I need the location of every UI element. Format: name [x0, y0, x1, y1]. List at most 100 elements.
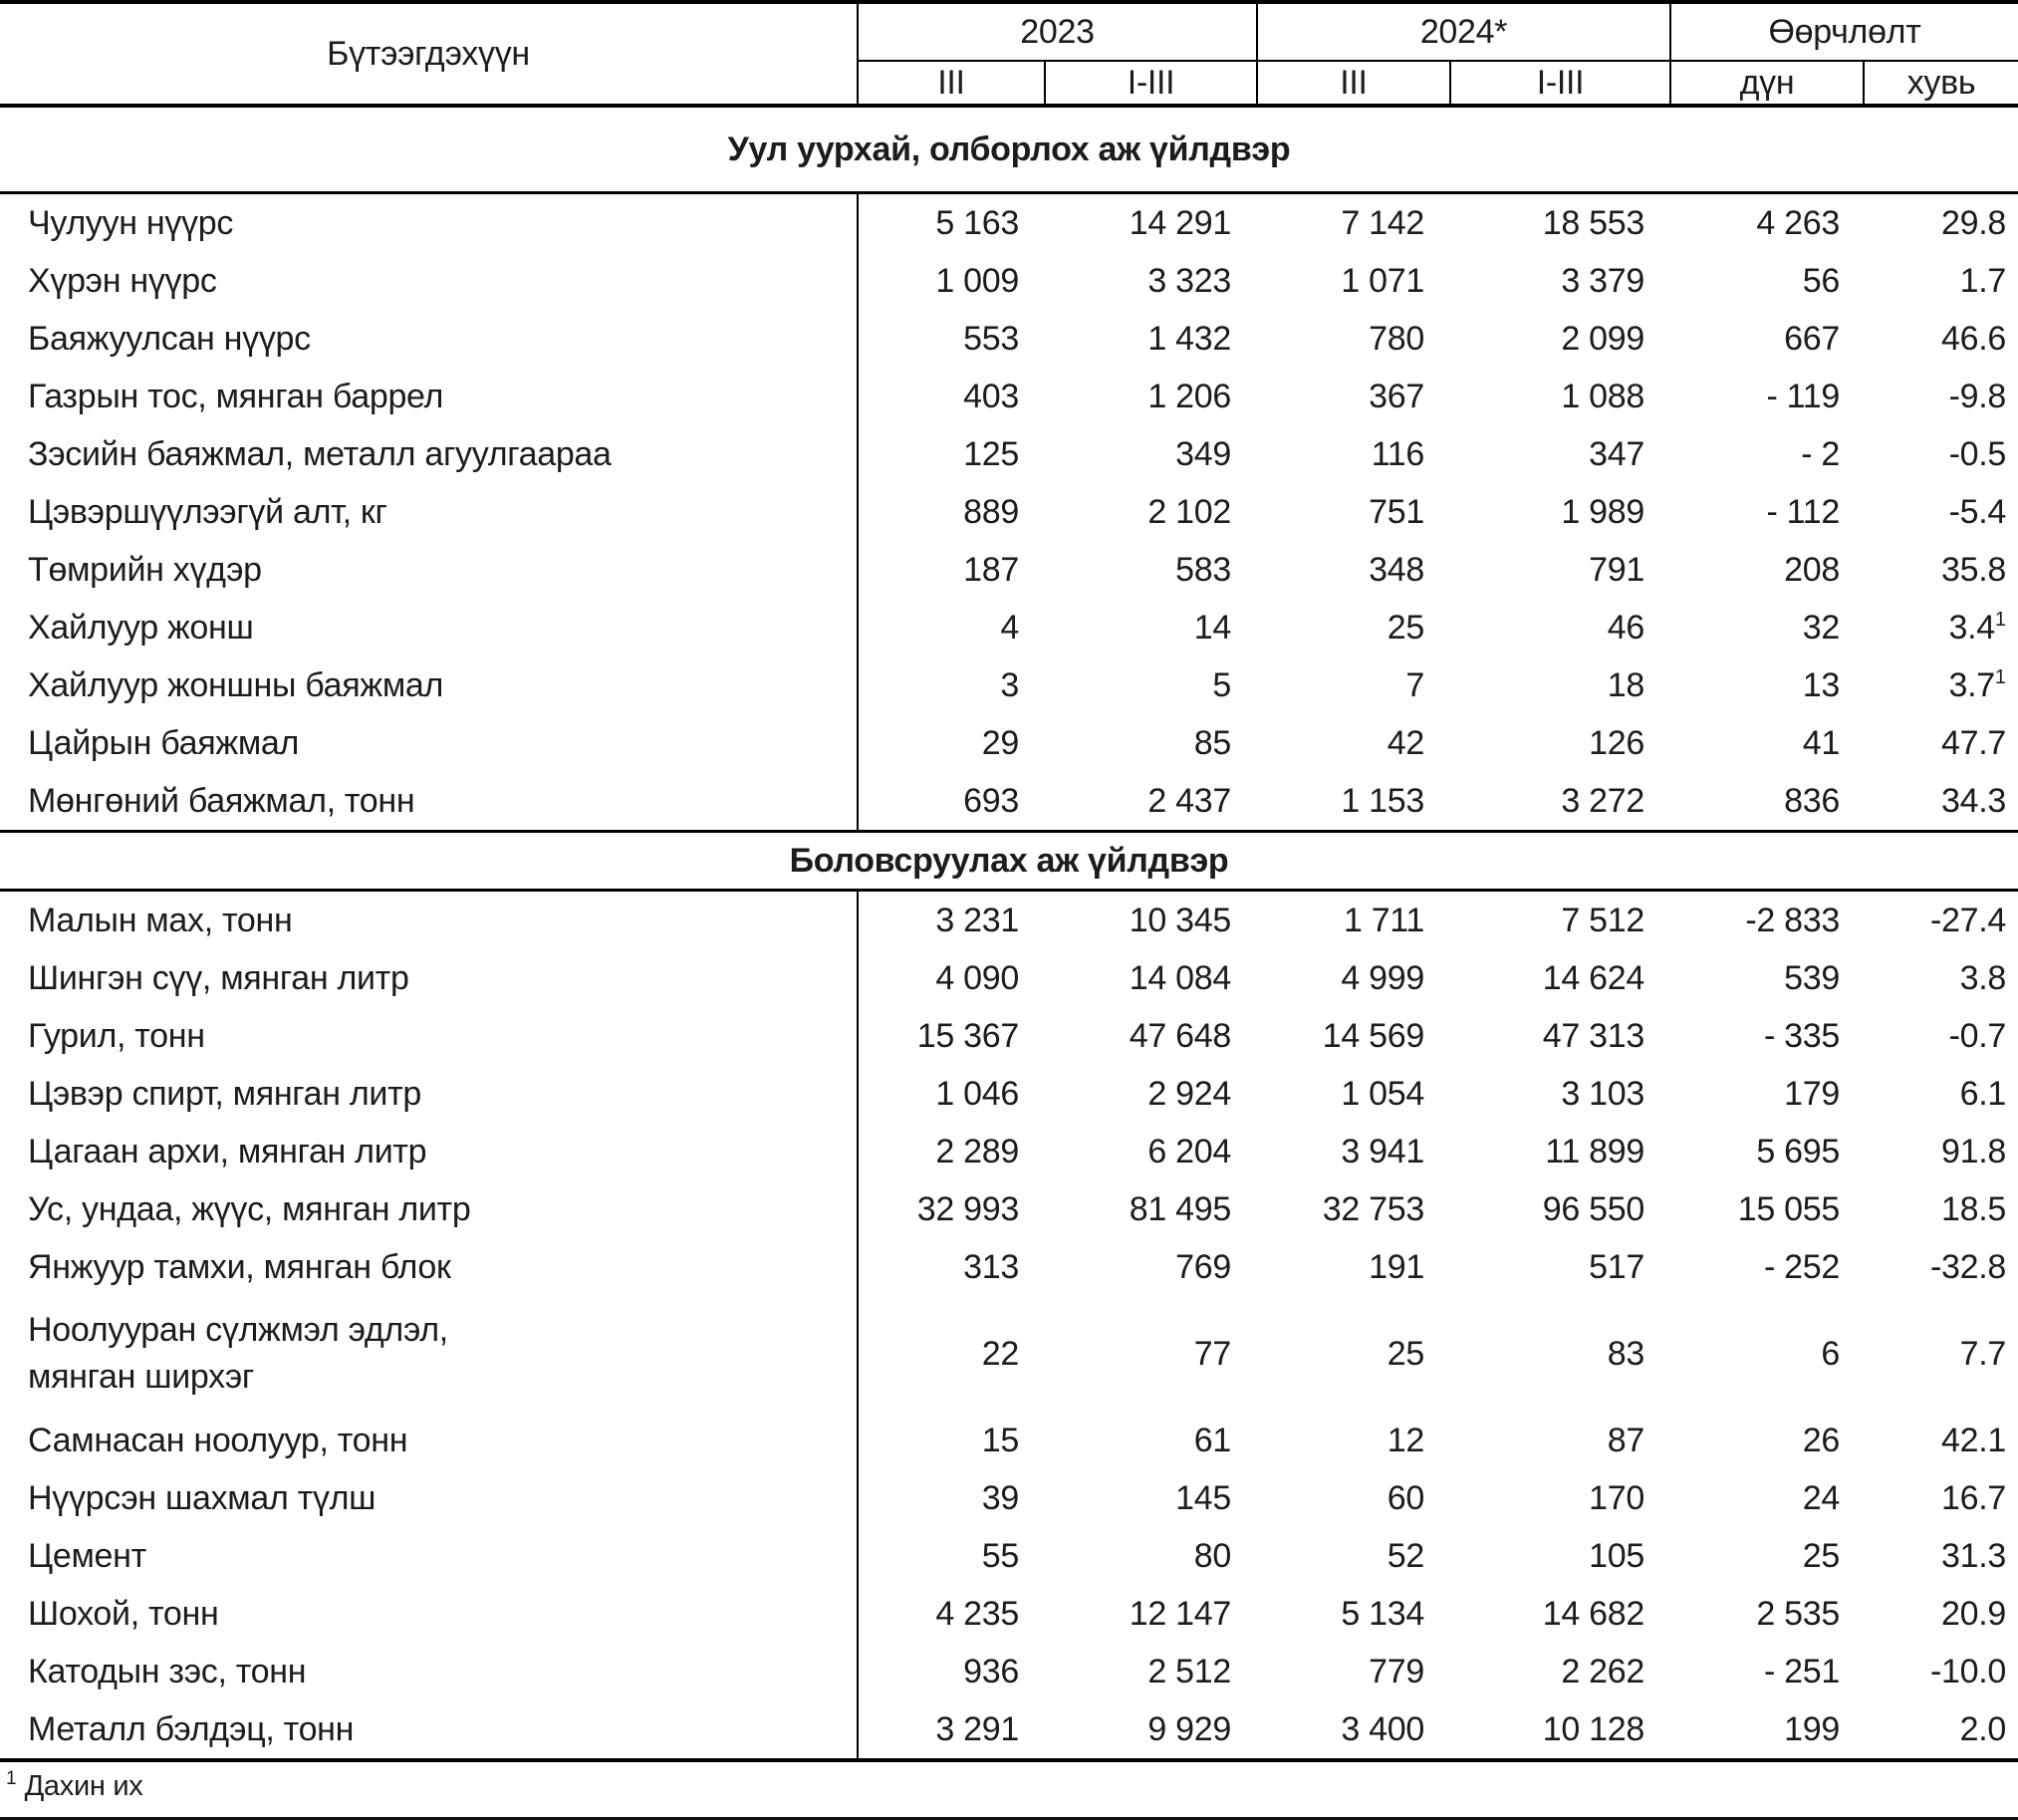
value-cell: 1 054	[1341, 1074, 1424, 1113]
column-group-2024: 2024*	[1256, 2, 1670, 62]
product-label: Мөнгөний баяжмал, тонн	[0, 772, 859, 832]
section-title: Боловсруулах аж үйлдвэр	[0, 830, 2018, 892]
value-cell: 116	[1371, 434, 1425, 473]
table-row: Цемент 55 80 52 105 25 31.3	[0, 1527, 2018, 1585]
value-cell: 1 153	[1341, 781, 1424, 820]
value-cell: 4 999	[1341, 958, 1424, 997]
value-cell: 25	[1387, 608, 1425, 647]
value-cell: -10.0	[1930, 1652, 2006, 1690]
product-label: Цемент	[0, 1527, 859, 1585]
value-cell: -0.7	[1948, 1016, 2007, 1055]
value-cell: 2 512	[1147, 1652, 1231, 1690]
value-cell: - 335	[1764, 1016, 1840, 1055]
value-cell: - 112	[1766, 492, 1841, 531]
value-cell: 96 550	[1542, 1189, 1645, 1228]
value-cell: 1 989	[1561, 492, 1644, 531]
product-label: Гурил, тонн	[0, 1007, 859, 1065]
value-cell: 20.9	[1941, 1594, 2006, 1633]
value-cell: 3 103	[1561, 1074, 1644, 1113]
product-label: Цэвэршүүлээгүй алт, кг	[0, 483, 859, 541]
value-cell: 15	[981, 1421, 1020, 1459]
section-header-row: Боловсруулах аж үйлдвэр	[0, 830, 2018, 892]
value-cell: 936	[963, 1652, 1019, 1690]
value-cell: 693	[963, 781, 1019, 820]
value-cell: 14 084	[1129, 958, 1232, 997]
value-cell: 42	[1387, 723, 1425, 762]
value-cell: 14 569	[1322, 1016, 1425, 1055]
value-cell: 367	[1369, 377, 1424, 415]
value-cell: 3 323	[1147, 261, 1231, 300]
value-cell: 1 088	[1561, 377, 1644, 415]
value-cell: 46	[1607, 608, 1645, 647]
value-cell: 18	[1607, 665, 1645, 704]
value-cell: 87	[1607, 1421, 1645, 1459]
value-cell: 3.71	[1948, 665, 2007, 704]
column-header-change-percent: хувь	[1863, 61, 2018, 108]
product-label: Баяжуулсан нүүрс	[0, 310, 859, 368]
value-cell: 31.3	[1941, 1536, 2006, 1575]
value-cell: 16.7	[1941, 1478, 2006, 1517]
header-sub-row: III I-III III I-III дүн хувь	[0, 61, 2018, 108]
column-header-2024-iii: III	[1256, 61, 1450, 108]
value-cell: 26	[1802, 1421, 1841, 1459]
table-row: Шохой, тонн 4 235 12 147 5 134 14 682 2 535 20…	[0, 1585, 2018, 1643]
value-cell: 889	[963, 492, 1019, 531]
product-label: Янжуур тамхи, мянган блок	[0, 1238, 859, 1296]
value-cell: 32 753	[1322, 1189, 1425, 1228]
value-cell: 12 147	[1129, 1594, 1232, 1633]
value-cell: 41	[1802, 723, 1841, 762]
table-row: Нүүрсэн шахмал түлш 39 145 60 170 24 16.7	[0, 1469, 2018, 1527]
value-cell: 81 495	[1129, 1189, 1232, 1228]
production-table: Бүтээгдэхүүн 2023 2024* Өөрчлөлт III I-I…	[0, 0, 2018, 1762]
table-row: Цагаан архи, мянган литр 2 289 6 204 3 941 1…	[0, 1123, 2018, 1180]
value-cell: 5	[1212, 665, 1231, 704]
value-cell: 1 711	[1343, 901, 1424, 939]
value-cell: 125	[963, 434, 1019, 473]
value-cell: 47 313	[1542, 1016, 1645, 1055]
value-cell: 6	[1821, 1334, 1840, 1373]
value-cell: 18 553	[1542, 203, 1645, 242]
value-cell: 60	[1387, 1478, 1425, 1517]
value-cell: 187	[963, 550, 1019, 589]
value-cell: 10 128	[1542, 1709, 1645, 1748]
table-row: Самнасан ноолуур, тонн 15 61 12 87 26 42.1	[0, 1412, 2018, 1469]
value-cell: 11 899	[1545, 1132, 1644, 1170]
table-row: Төмрийн хүдэр 187 583 348 791 208 35.8	[0, 541, 2018, 599]
product-label: Катодын зэс, тонн	[0, 1643, 859, 1700]
value-cell: 13	[1802, 665, 1841, 704]
product-label: Самнасан ноолуур, тонн	[0, 1412, 859, 1469]
value-cell: 29	[981, 723, 1020, 762]
value-cell: 14 682	[1542, 1594, 1645, 1633]
value-cell: 403	[963, 377, 1019, 415]
value-cell: 4 090	[935, 958, 1019, 997]
value-cell: - 251	[1764, 1652, 1840, 1690]
value-cell: 145	[1175, 1478, 1231, 1517]
value-cell: 3.8	[1959, 958, 2007, 997]
value-cell: 25	[1802, 1536, 1841, 1575]
value-cell: 2 924	[1147, 1074, 1231, 1113]
value-cell: -27.4	[1930, 901, 2006, 939]
table-row: Ноолууран сүлжмэл эдлэл, мянган ширхэг 22…	[0, 1296, 2018, 1412]
column-header-product: Бүтээгдэхүүн	[0, 2, 859, 108]
value-cell: 199	[1784, 1709, 1840, 1748]
product-label: Цайрын баяжмал	[0, 714, 859, 772]
footnote: 1 Дахин их	[0, 1762, 2018, 1803]
value-cell: 3 231	[935, 901, 1019, 939]
table-row: Цэвэр спирт, мянган литр 1 046 2 924 1 054 3…	[0, 1065, 2018, 1123]
column-group-change: Өөрчлөлт	[1669, 2, 2018, 62]
value-cell: 14 291	[1129, 203, 1232, 242]
value-cell: 46.6	[1941, 319, 2006, 358]
product-label: Чулуун нүүрс	[0, 192, 859, 252]
value-cell: 1 046	[935, 1074, 1019, 1113]
value-cell: 1 432	[1147, 319, 1231, 358]
table-row: Металл бэлдэц, тонн 3 291 9 929 3 400 10 128…	[0, 1700, 2018, 1760]
value-cell: 1 071	[1341, 261, 1424, 300]
column-group-2023: 2023	[857, 2, 1257, 62]
table-row: Чулуун нүүрс 5 163 14 291 7 142 18 553 4 263 2…	[0, 192, 2018, 252]
value-cell: 2 262	[1561, 1652, 1644, 1690]
value-cell: 126	[1589, 723, 1644, 762]
value-cell: 2 102	[1147, 492, 1231, 531]
value-cell: 47.7	[1941, 723, 2006, 762]
product-label: Малын мах, тонн	[0, 890, 859, 949]
product-label: Хүрэн нүүрс	[0, 252, 859, 310]
